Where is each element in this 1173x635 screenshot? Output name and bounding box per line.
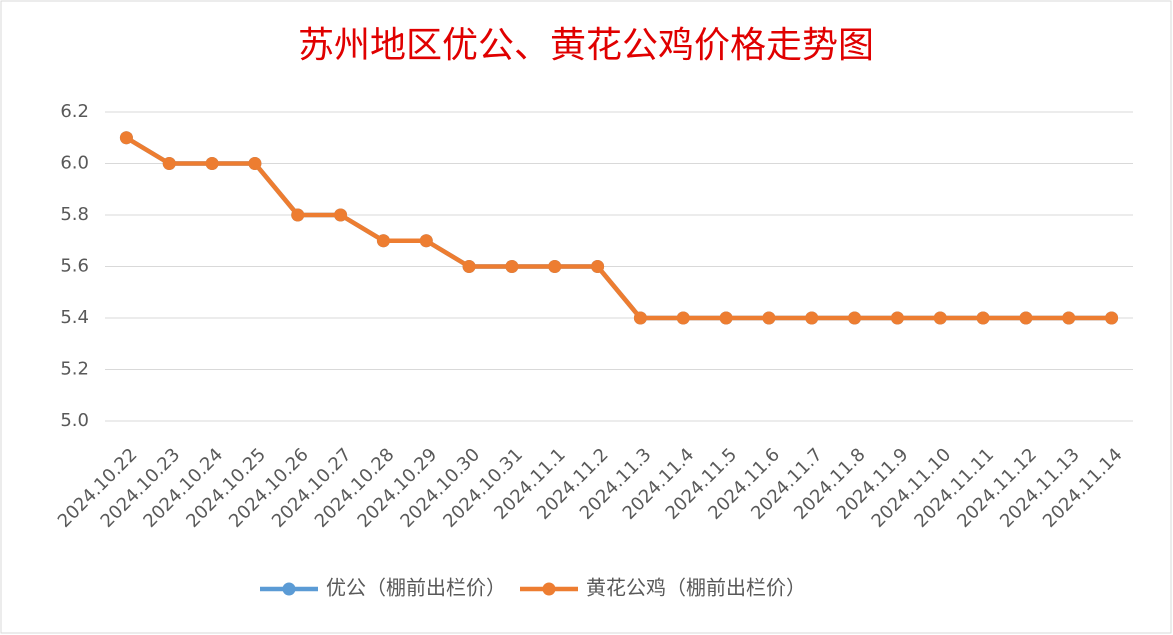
- data-point: [762, 311, 776, 325]
- data-point: [633, 311, 647, 325]
- data-point: [1062, 311, 1076, 325]
- legend-label: 优公（棚前出栏价）: [326, 576, 506, 600]
- y-tick-label: 5.0: [60, 410, 89, 431]
- legend-label: 黄花公鸡（棚前出栏价）: [586, 576, 806, 600]
- data-point: [419, 234, 433, 248]
- data-point: [248, 157, 262, 170]
- data-point: [1105, 311, 1119, 325]
- data-point: [376, 234, 390, 248]
- data-point: [591, 260, 605, 273]
- data-point: [162, 157, 176, 170]
- legend-item: 优公（棚前出栏价）: [260, 576, 506, 600]
- data-point: [719, 311, 733, 325]
- data-point: [548, 260, 562, 273]
- y-tick-label: 6.2: [60, 101, 89, 122]
- data-point: [805, 311, 819, 325]
- legend-marker: [282, 582, 296, 596]
- data-point: [291, 208, 305, 222]
- data-point: [676, 311, 690, 325]
- legend-item: 黄花公鸡（棚前出栏价）: [520, 576, 806, 600]
- data-point: [976, 311, 990, 325]
- series-line: [125, 135, 1112, 321]
- data-point: [462, 260, 476, 273]
- data-point: [848, 311, 862, 325]
- y-tick-label: 5.6: [60, 256, 89, 277]
- data-point: [505, 260, 519, 273]
- y-tick-label: 5.2: [60, 359, 89, 380]
- data-point: [890, 311, 904, 325]
- y-tick-label: 5.8: [60, 204, 89, 225]
- data-point: [933, 311, 947, 325]
- data-point: [334, 208, 348, 222]
- y-tick-label: 5.4: [60, 307, 89, 328]
- legend-marker: [542, 582, 556, 596]
- chart-title: 苏州地区优公、黄花公鸡价格走势图: [298, 25, 874, 66]
- data-point: [1019, 311, 1033, 325]
- y-tick-label: 6.0: [60, 153, 89, 174]
- data-point: [205, 157, 219, 170]
- data-point: [119, 131, 133, 145]
